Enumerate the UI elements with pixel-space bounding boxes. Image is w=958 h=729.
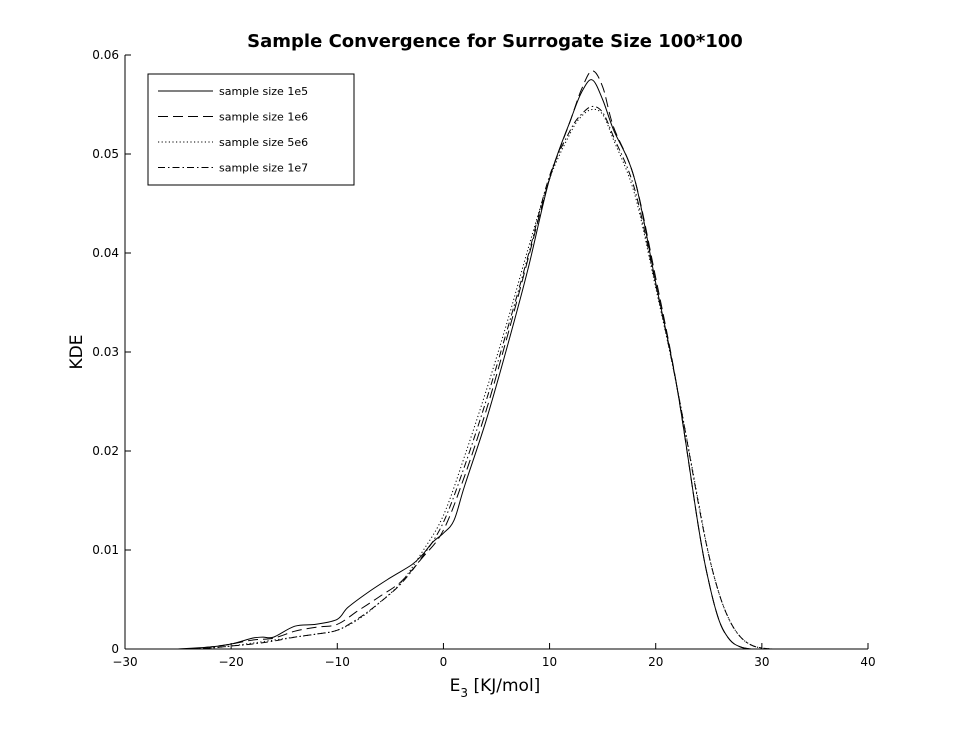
legend-label-1: sample size 1e5 <box>219 85 308 98</box>
x-tick-label: 40 <box>860 655 875 669</box>
legend-label-2: sample size 1e6 <box>219 111 308 124</box>
legend: sample size 1e5 sample size 1e6 sample siz… <box>147 73 355 186</box>
y-tick-label: 0.05 <box>92 147 119 161</box>
x-tick-label: 20 <box>648 655 663 669</box>
x-axis-label-subscript: 3 <box>460 686 468 700</box>
y-tick-label: 0.03 <box>92 345 119 359</box>
y-tick-label: 0.06 <box>92 48 119 62</box>
x-tick-label: −30 <box>112 655 137 669</box>
axes: −30 −20 −10 0 10 20 30 40 0 0.01 0.02 0.03 0.04 0.05 0… <box>92 48 875 669</box>
y-tick-label: 0.04 <box>92 246 119 260</box>
legend-label-3: sample size 5e6 <box>219 136 308 149</box>
y-tick-label: 0.02 <box>92 444 119 458</box>
legend-box <box>147 73 355 186</box>
series-line-4 <box>188 105 773 650</box>
x-axis-label: E3 [KJ/mol] <box>450 676 541 700</box>
x-tick-label: 10 <box>542 655 557 669</box>
x-axis-label-base: E <box>450 676 461 696</box>
y-tick-label: 0.01 <box>92 543 119 557</box>
legend-label-4: sample size 1e7 <box>219 162 308 175</box>
x-tick-label: −20 <box>218 655 243 669</box>
series-layer <box>178 70 773 650</box>
x-axis-label-units: [KJ/mol] <box>468 676 540 696</box>
x-tick-label: −10 <box>325 655 350 669</box>
y-tick-label: 0 <box>111 642 119 656</box>
x-tick-label: 0 <box>440 655 448 669</box>
y-axis-label: KDE <box>67 335 87 370</box>
chart-title: Sample Convergence for Surrogate Size 10… <box>247 31 743 52</box>
x-tick-label: 30 <box>754 655 769 669</box>
